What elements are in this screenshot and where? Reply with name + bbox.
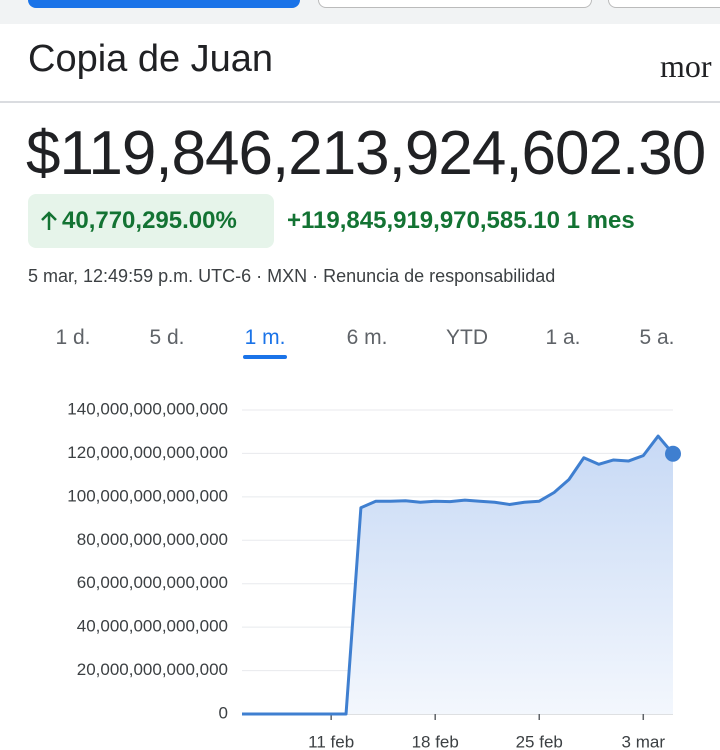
tab[interactable]: 5 d. [149, 326, 185, 349]
y-tick-label: 60,000,000,000,000 [77, 573, 228, 592]
change-value: +119,845,919,970,585.10 [287, 207, 560, 234]
y-tick-label: 20,000,000,000,000 [77, 660, 228, 679]
x-tick-label: 11 feb [308, 732, 354, 750]
area [242, 436, 673, 714]
tab[interactable]: 6 m. [346, 326, 388, 349]
end-dot [665, 445, 681, 462]
chart: 0 20,000,000,000,000 40,000,000,000,000 60,… [67, 399, 681, 750]
change-percent: 40,770,295.00% [62, 207, 237, 234]
button[interactable] [28, 0, 300, 8]
x-tick-label: 25 feb [516, 732, 563, 750]
y-tick-label: 120,000,000,000,000 [67, 443, 228, 462]
divider [0, 101, 720, 103]
change-pill: 40,770,295.00% [28, 194, 274, 248]
x-tick-label: 18 feb [412, 732, 459, 750]
y-tick-label: 0 [219, 703, 228, 722]
change: +119,845,919,970,585.10 1 mes [287, 207, 635, 235]
logo: mor [660, 48, 712, 84]
tab[interactable]: 1 a. [545, 326, 581, 349]
button[interactable] [318, 0, 592, 8]
y-tick-label: 40,000,000,000,000 [77, 617, 228, 636]
title: Copia de Juan [28, 38, 274, 80]
up-arrow [41, 211, 57, 230]
line [242, 434, 675, 716]
y-tick-label: 140,000,000,000,000 [67, 399, 228, 418]
price: $119,846,213,924,602.30 [26, 119, 706, 188]
change-period: 1 mes [566, 207, 635, 234]
tab[interactable]: 1 m. [244, 326, 286, 349]
tab[interactable]: 1 d. [55, 326, 91, 349]
y-tick-label: 100,000,000,000,000 [67, 486, 228, 505]
tab-underline [243, 355, 287, 359]
button[interactable] [608, 0, 720, 8]
tab[interactable]: 5 a. [639, 326, 675, 349]
tab[interactable]: YTD [446, 326, 488, 349]
timestamp: 5 mar, 12:49:59 p.m. UTC-6 · MXN · Renun… [28, 266, 556, 286]
top-bar [0, 0, 720, 24]
x-tick-label: 3 mar [622, 732, 666, 750]
y-tick-label: 80,000,000,000,000 [77, 530, 228, 549]
